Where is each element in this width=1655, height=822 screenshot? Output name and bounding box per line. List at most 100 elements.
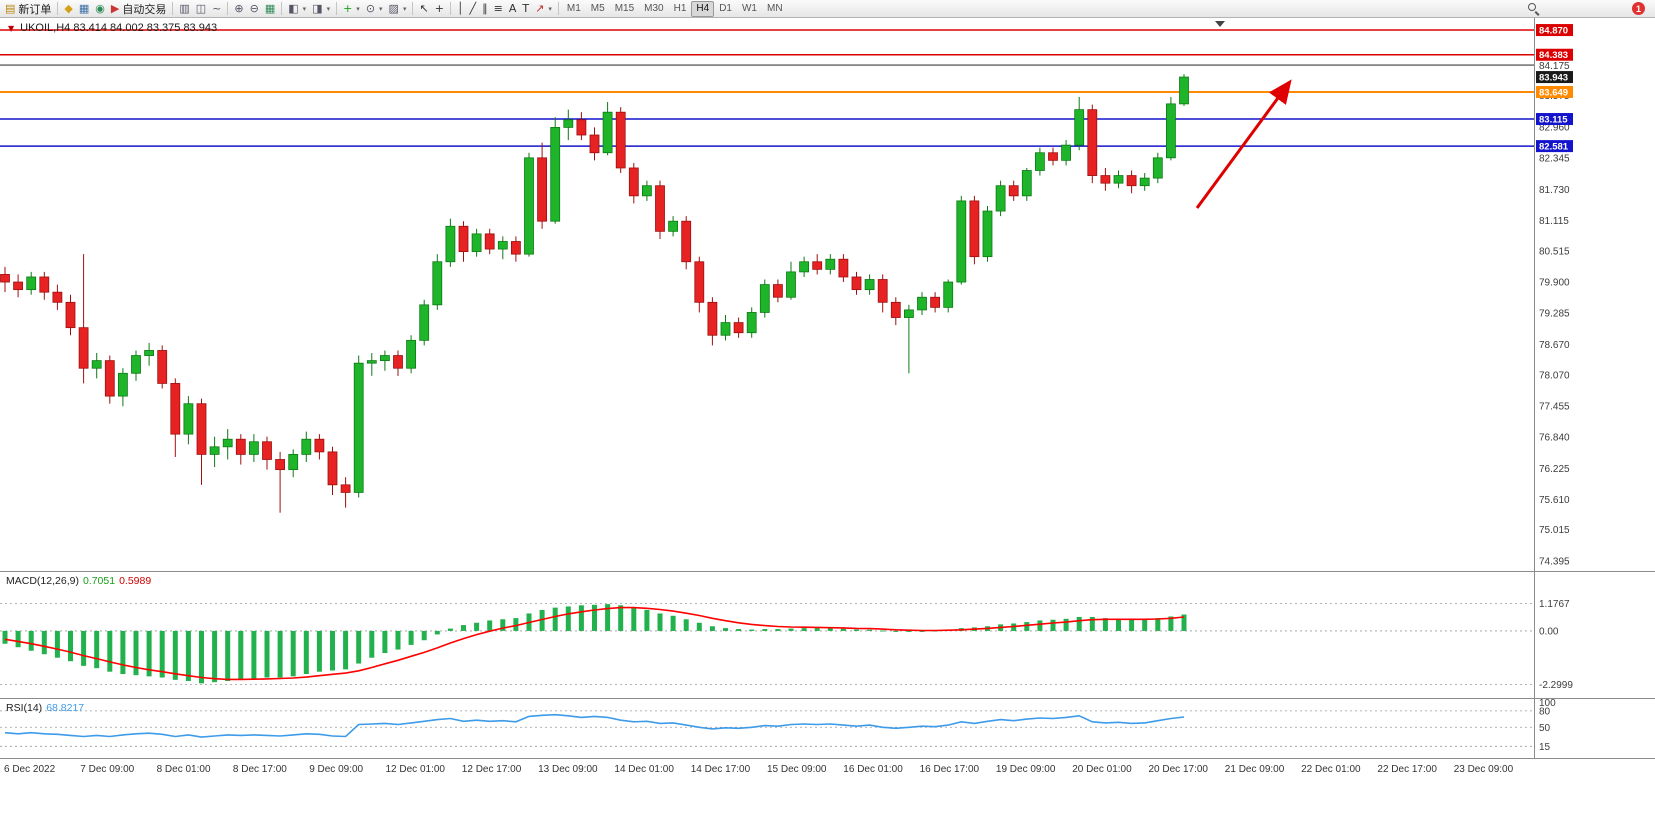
profiles-button[interactable]: ◨ ▾	[309, 2, 333, 15]
line-chart-button[interactable]: ~	[209, 2, 224, 15]
timeframe-button-w1[interactable]: W1	[741, 2, 757, 14]
price-badge-label: 83.943	[1539, 73, 1568, 84]
candle-body	[982, 210, 993, 258]
label-button[interactable]: T	[519, 2, 532, 15]
macd-scale-label: 1.1767	[1539, 599, 1570, 610]
macd-bar	[395, 630, 401, 650]
bar-chart-button[interactable]: ▥	[176, 2, 192, 15]
candle-body	[235, 438, 246, 455]
toolbar-separator	[449, 2, 451, 15]
new-chart-button[interactable]: ◧ ▾	[285, 2, 309, 15]
time-axis: 6 Dec 2022 7 Dec 09:00 8 Dec 01:00 8 Dec 17…	[0, 758, 1655, 781]
timeframe-button-m1[interactable]: M1	[566, 2, 581, 14]
crosshair-icon: +	[434, 2, 444, 15]
candle-body	[1021, 170, 1032, 197]
navigator-button[interactable]: ◉	[92, 2, 108, 15]
time-label: 8 Dec 01:00	[156, 764, 211, 775]
candle-body	[1139, 177, 1150, 187]
tile-windows-button[interactable]: ▦	[262, 2, 278, 15]
candle-body	[720, 322, 731, 336]
macd-bar	[133, 630, 139, 676]
notification-badge[interactable]: 1	[1632, 2, 1645, 15]
macd-bar	[421, 630, 427, 641]
templates-button[interactable]: ▨ ▾	[386, 2, 410, 15]
trend-arrow-annotation[interactable]	[1195, 79, 1292, 209]
macd-bar	[303, 630, 309, 675]
macd-bar	[238, 630, 244, 680]
main-price-chart[interactable]: 84.17583.57582.96082.34581.73081.11580.5…	[0, 18, 1655, 571]
macd-bar	[565, 606, 571, 631]
chart-region[interactable]: 84.17583.57582.96082.34581.73081.11580.5…	[0, 18, 1655, 781]
timeframe-button-h4[interactable]: H4	[691, 0, 715, 17]
macd-scale-label: 0.00	[1539, 626, 1559, 637]
macd-bar	[618, 605, 624, 631]
candle-body	[877, 279, 888, 303]
charts-button[interactable]: ◆	[61, 2, 75, 15]
macd-panel[interactable]: 1.1767 0.00 -2.2999	[0, 571, 1655, 698]
candle-body	[340, 484, 351, 493]
time-label: 7 Dec 09:00	[80, 764, 135, 775]
time-label: 14 Dec 01:00	[614, 764, 674, 775]
channel-button[interactable]: ∥	[479, 2, 491, 15]
timeframe-button-m5[interactable]: M5	[590, 2, 605, 14]
macd-bar	[631, 607, 637, 631]
arrows-button[interactable]: ↗ ▾	[532, 2, 555, 15]
rsi-scale-label: 15	[1539, 742, 1551, 753]
rsi-scale-label: 80	[1539, 706, 1551, 717]
candle-body	[537, 157, 547, 222]
zoom-in-button[interactable]: ⊕	[231, 2, 246, 15]
timeframe-button-m15[interactable]: M15	[614, 2, 635, 14]
timeframe-button-h1[interactable]: H1	[673, 2, 687, 14]
candle-body	[615, 111, 626, 169]
cursor-button[interactable]: ↖	[416, 2, 431, 15]
timeframe-button-m30[interactable]: M30	[644, 2, 664, 14]
chart-shift-marker[interactable]	[1215, 21, 1225, 27]
candlestick-button[interactable]: ◫	[193, 2, 209, 15]
time-label: 22 Dec 17:00	[1377, 764, 1437, 775]
candle-body	[13, 281, 24, 291]
candle-body	[248, 441, 259, 455]
candle-body	[1008, 185, 1019, 197]
navigator-icon: ◉	[95, 2, 105, 15]
macd-bar	[919, 630, 925, 632]
candle-body	[327, 451, 338, 486]
macd-bar	[775, 629, 781, 631]
candle-body	[1166, 103, 1176, 159]
macd-bar	[172, 630, 178, 680]
candle-body	[39, 276, 50, 293]
candle-body	[890, 301, 901, 318]
price-badge-label: 82.581	[1539, 142, 1569, 153]
new-order-button[interactable]: ▤ 新订单	[2, 0, 54, 18]
vertical-line-button[interactable]: │	[454, 2, 467, 15]
timeframe-button-mn[interactable]: MN	[766, 2, 783, 14]
zoom-out-button[interactable]: ⊖	[247, 2, 262, 15]
timeframe-button-d1[interactable]: D1	[719, 2, 732, 14]
macd-bar	[1050, 619, 1056, 631]
market-watch-button[interactable]: ▦	[76, 2, 92, 15]
fibonacci-button[interactable]: ≡	[491, 2, 506, 15]
periods-button[interactable]: ⊙ ▾	[363, 2, 386, 15]
candle-body	[812, 261, 823, 270]
macd-bar	[264, 630, 270, 678]
new-chart-icon: ◧	[288, 2, 299, 15]
candle-body	[432, 261, 443, 306]
candle-body	[275, 459, 286, 471]
candle-body	[1048, 152, 1058, 161]
price-tick-label: 81.730	[1539, 185, 1570, 196]
candle-body	[1087, 109, 1098, 176]
crosshair-button[interactable]: +	[432, 2, 447, 15]
macd-bar	[762, 629, 768, 631]
text-button[interactable]: A	[506, 2, 520, 15]
indicators-button[interactable]: + ▾	[340, 2, 363, 15]
macd-bar	[474, 622, 480, 631]
macd-bar	[251, 630, 257, 679]
macd-bar	[880, 630, 886, 632]
autotrading-button[interactable]: ▶ 自动交易	[108, 0, 169, 18]
macd-bar	[382, 630, 388, 654]
trendline-button[interactable]: ╱	[467, 2, 480, 15]
macd-bar	[290, 630, 296, 677]
candle-body	[1035, 152, 1045, 171]
search-icon[interactable]	[1527, 2, 1540, 15]
candle-body	[681, 220, 692, 263]
